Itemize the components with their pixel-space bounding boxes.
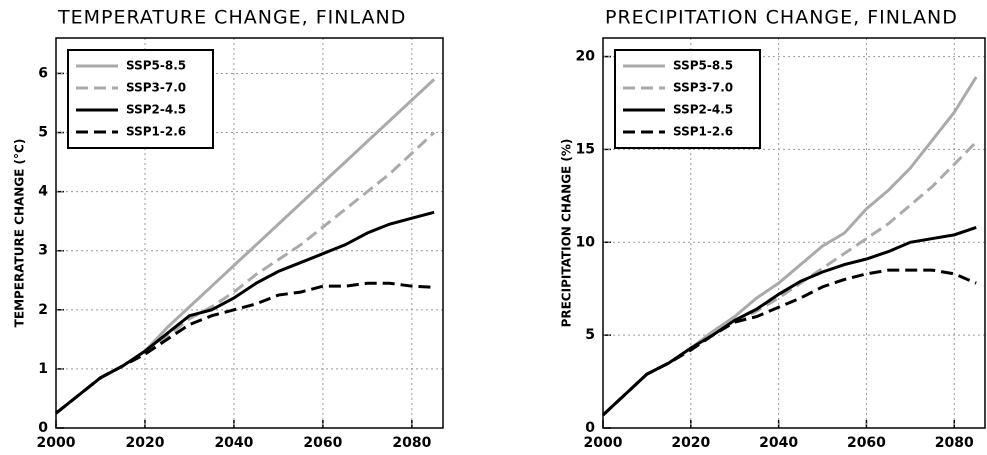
plot-frame <box>55 37 444 429</box>
legend-label: SSP1-2.6 <box>126 125 186 139</box>
x-tick-label: 2000 <box>37 435 76 451</box>
line-series <box>55 281 435 415</box>
y-axis-label: TEMPERATURE CHANGE (°C) <box>13 139 27 328</box>
x-tick-label: 2060 <box>303 435 342 451</box>
y-tick-label: 5 <box>585 327 595 343</box>
y-tick-label: 1 <box>38 361 48 377</box>
x-tick-label: 2020 <box>125 435 164 451</box>
legend-label: SSP5-8.5 <box>126 59 186 73</box>
y-tick-label: 5 <box>38 125 48 141</box>
x-tick-label: 2040 <box>759 435 798 451</box>
y-tick-label: 10 <box>576 234 596 250</box>
legend-label: SSP5-8.5 <box>673 59 733 73</box>
legend-label: SSP2-4.5 <box>126 103 186 117</box>
x-tick-label: 2060 <box>847 435 886 451</box>
y-axis-label: PRECIPITATION CHANGE (%) <box>560 139 574 328</box>
line-series <box>55 210 435 415</box>
legend-label: SSP1-2.6 <box>673 125 733 139</box>
y-tick-label: 3 <box>38 243 48 259</box>
plot-frame <box>602 37 986 429</box>
legend-label: SSP3-7.0 <box>126 81 186 95</box>
chart-title: PRECIPITATION CHANGE, FINLAND <box>605 7 958 29</box>
line-series <box>601 268 977 417</box>
y-tick-label: 0 <box>585 420 595 436</box>
line-series <box>601 226 977 417</box>
chart-title: TEMPERATURE CHANGE, FINLAND <box>57 7 406 29</box>
legend-label: SSP2-4.5 <box>673 103 733 117</box>
line-series <box>601 140 978 417</box>
legend-label: SSP3-7.0 <box>673 81 733 95</box>
x-tick-label: 2020 <box>671 435 710 451</box>
x-tick-label: 2080 <box>392 435 431 451</box>
y-tick-label: 0 <box>38 420 48 436</box>
y-tick-label: 20 <box>576 49 596 65</box>
y-tick-label: 6 <box>38 65 48 81</box>
x-tick-label: 2040 <box>214 435 253 451</box>
x-tick-label: 2000 <box>584 435 623 451</box>
y-tick-label: 15 <box>576 141 595 157</box>
x-tick-label: 2080 <box>935 435 974 451</box>
y-tick-label: 2 <box>38 302 48 318</box>
y-tick-label: 4 <box>38 184 48 200</box>
